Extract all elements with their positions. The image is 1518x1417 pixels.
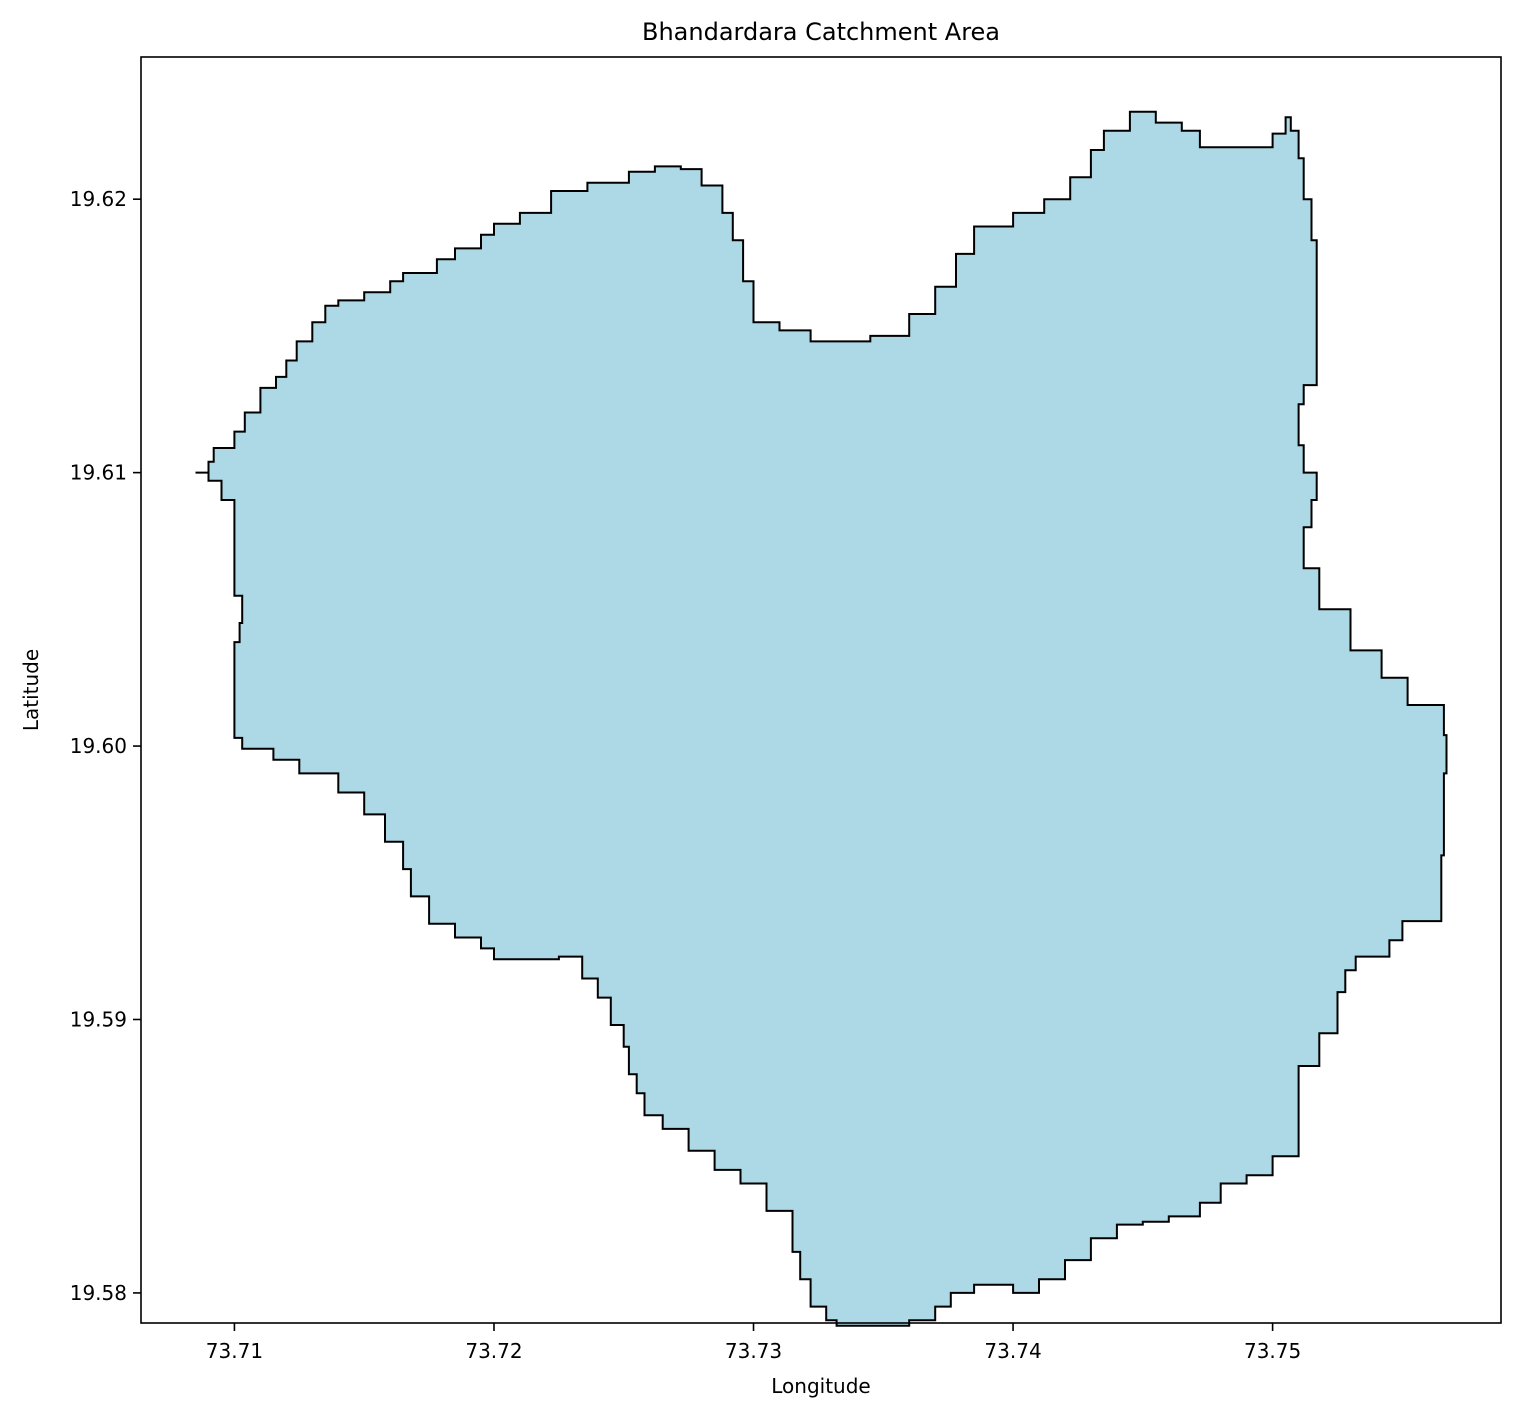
x-tick-label: 73.71 [206,1339,263,1363]
y-tick-label: 19.61 [70,461,127,485]
x-axis: 73.71 73.72 73.73 73.74 73.75 [206,1323,1301,1363]
y-tick-label: 19.62 [70,187,127,211]
chart-title: Bhandardara Catchment Area [642,18,1000,46]
y-tick-label: 19.59 [70,1007,127,1031]
catchment-polygon [195,110,1448,1327]
y-axis-label: Latitude [19,649,43,731]
y-axis: 19.58 19.59 19.60 19.61 19.62 [70,187,141,1305]
x-tick-label: 73.73 [725,1339,782,1363]
axes-frame [140,56,1502,1324]
x-tick-label: 73.75 [1244,1339,1301,1363]
plot-area [195,110,1448,1327]
x-tick-label: 73.74 [984,1339,1041,1363]
x-tick-label: 73.72 [465,1339,522,1363]
y-tick-label: 19.58 [70,1281,127,1305]
x-axis-label: Longitude [771,1374,870,1398]
y-tick-label: 19.60 [70,734,127,758]
